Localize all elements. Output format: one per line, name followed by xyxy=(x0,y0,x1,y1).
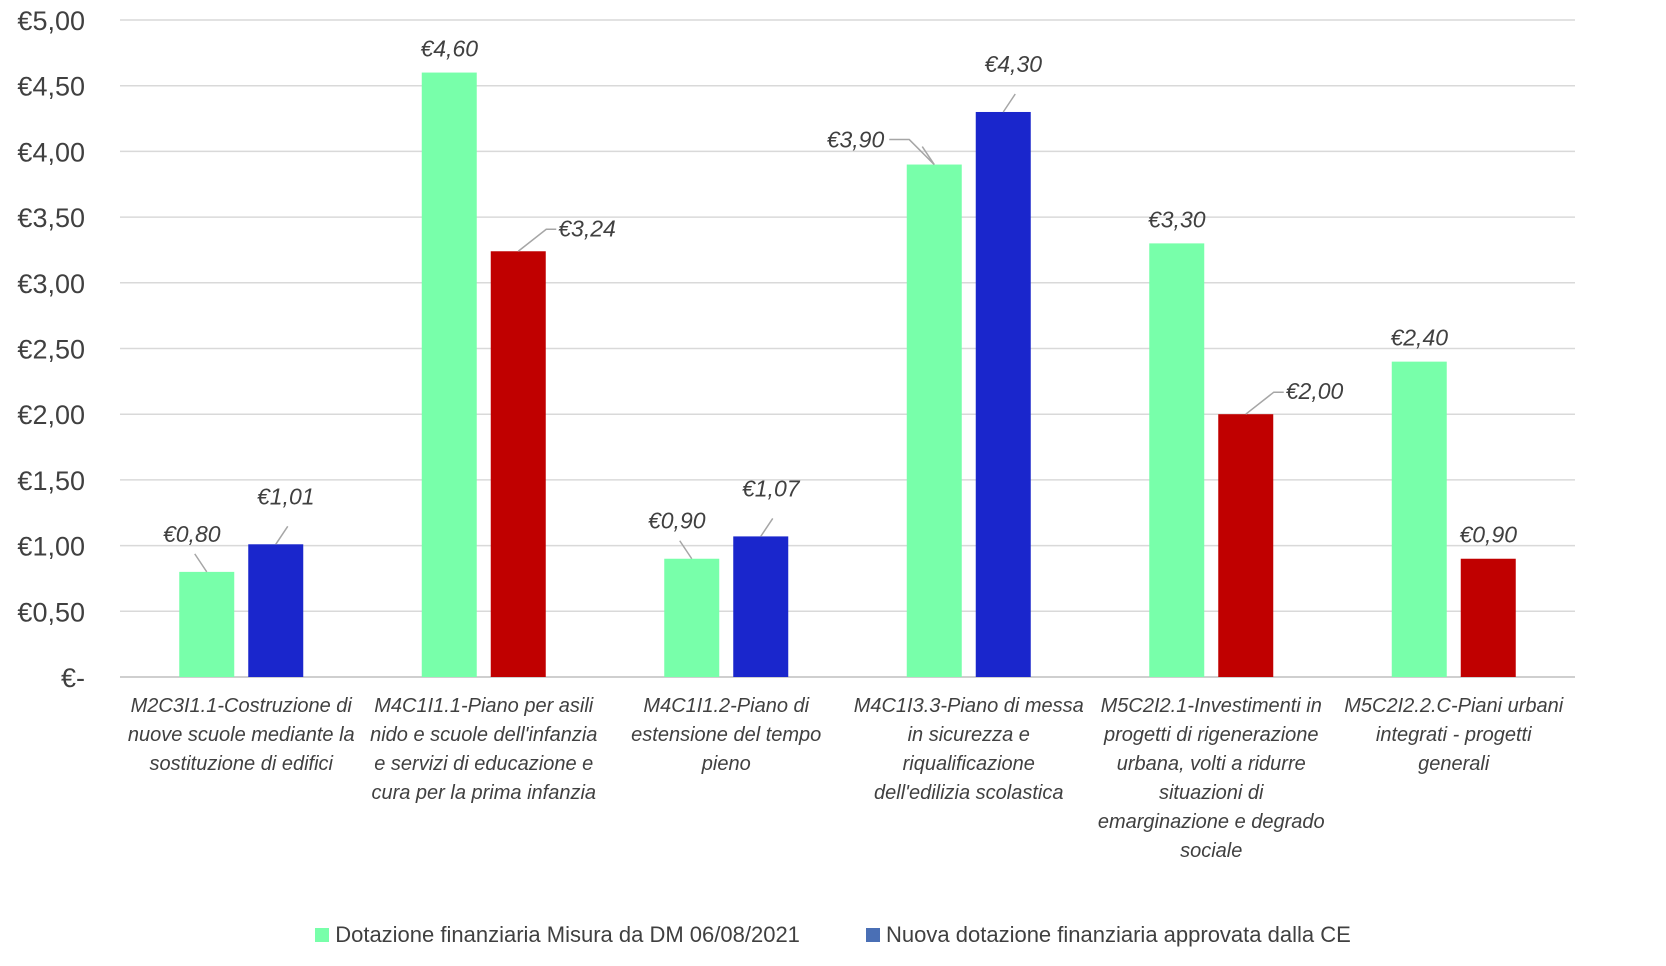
bar-ce xyxy=(975,111,1031,678)
data-label-dm: €3,90 xyxy=(827,127,885,153)
x-axis-category-label-line: integrati - progetti xyxy=(1375,724,1532,746)
y-tick-label: €4,00 xyxy=(17,137,85,167)
bar-ce xyxy=(490,251,546,677)
y-tick-label: €1,50 xyxy=(17,466,85,496)
bar-ce xyxy=(1218,414,1274,677)
x-axis-category-label-line: nido e scuole dell'infanzia xyxy=(370,724,598,746)
data-label-ce: €2,00 xyxy=(1286,378,1344,404)
x-axis-category-label: M5C2I2.1-Investimenti in progetti di rige… xyxy=(1086,692,1336,866)
x-axis-category-label-line: pieno xyxy=(701,753,751,775)
bar-ce xyxy=(733,536,789,677)
x-axis-category-label-line: urbana, volti a ridurre xyxy=(1116,753,1306,775)
data-label-dm: €4,60 xyxy=(420,36,478,62)
x-axis-category-label-line: sociale xyxy=(1180,840,1243,862)
x-axis-category-label-line: in sicurezza e xyxy=(907,724,1030,746)
y-tick-label: €0,50 xyxy=(17,597,85,627)
x-axis-category-label-line: e servizi di educazione e xyxy=(374,753,594,775)
y-tick-label: €- xyxy=(61,663,85,693)
leader-line xyxy=(1002,93,1016,113)
x-axis-category-label-line: progetti di rigenerazione xyxy=(1103,724,1319,746)
legend-swatch-green xyxy=(315,928,330,942)
leader-line xyxy=(679,540,693,560)
legend-item-ce: Nuova dotazione finanziaria approvata da… xyxy=(866,922,1351,948)
legend: Dotazione finanziaria Misura da DM 06/08… xyxy=(0,922,1666,948)
y-tick-label: €5,00 xyxy=(17,6,85,36)
x-axis-category-label-line: M5C2I2.2.C-Piani urbani xyxy=(1344,695,1564,717)
x-axis-category-label-line: sostituzione di edifici xyxy=(149,753,333,775)
y-tick-label: €3,00 xyxy=(17,269,85,299)
leader-line xyxy=(1245,391,1284,415)
bar-dm xyxy=(664,558,720,677)
x-axis-category-label-line: M4C1I1.1-Piano per asili xyxy=(374,695,594,717)
data-label-dm: €0,90 xyxy=(648,508,706,534)
data-label-ce: €1,01 xyxy=(257,483,315,509)
bars xyxy=(179,72,1516,678)
x-axis-category-label: M4C1I1.2-Piano di estensione del tempo pie… xyxy=(601,692,851,779)
x-axis-category-label-line: cura per la prima infanzia xyxy=(371,782,597,804)
legend-item-dm: Dotazione finanziaria Misura da DM 06/08… xyxy=(315,922,800,948)
bar-ce xyxy=(1460,558,1516,677)
x-axis-category-label-line: M4C1I1.2-Piano di xyxy=(643,695,810,717)
bar-dm xyxy=(1149,243,1205,677)
x-axis-category-label: M4C1I3.3-Piano di messa in sicurezza e riq… xyxy=(844,692,1094,808)
data-label-ce: €1,07 xyxy=(742,475,801,501)
legend-label-ce: Nuova dotazione finanziaria approvata da… xyxy=(886,922,1351,947)
x-axis-category-label: M5C2I2.2.C-Piani urbani integrati - proge… xyxy=(1329,692,1579,779)
bar-dm xyxy=(906,164,962,678)
y-tick-label: €2,00 xyxy=(17,400,85,430)
label-leader-lines xyxy=(194,93,1284,573)
bar-ce xyxy=(248,544,304,677)
bar-dm xyxy=(1391,361,1447,677)
data-labels: €0,80 €1,01 €4,60 €3,24 €0,90 €1,07 €3,90 €4,30… xyxy=(163,36,1517,548)
x-axis-category-label-line: M5C2I2.1-Investimenti in xyxy=(1100,695,1322,717)
y-tick-label: €4,50 xyxy=(17,72,85,102)
gridlines xyxy=(120,19,1575,678)
data-label-ce: €0,90 xyxy=(1459,522,1517,548)
leader-line xyxy=(889,138,935,166)
x-axis-category-label-line: estensione del tempo xyxy=(631,724,822,746)
data-label-dm: €2,40 xyxy=(1390,325,1448,351)
x-axis-category-label: M2C3I1.1-Costruzione di nuove scuole medi… xyxy=(116,692,366,779)
legend-label-dm: Dotazione finanziaria Misura da DM 06/08… xyxy=(335,922,800,947)
x-axis-category-label-line: dell'edilizia scolastica xyxy=(874,782,1064,804)
bar-dm xyxy=(179,571,235,677)
x-axis-category-label-line: M2C3I1.1-Costruzione di xyxy=(130,695,352,717)
data-label-ce: €3,24 xyxy=(558,215,616,241)
bar-dm xyxy=(421,72,477,677)
x-axis-category-label-line: riqualificazione xyxy=(902,753,1035,775)
x-axis-category-label: M4C1I1.1-Piano per asili nido e scuole de… xyxy=(359,692,609,808)
legend-swatch-blue xyxy=(866,928,881,942)
data-label-dm: €0,80 xyxy=(163,521,221,547)
x-axis-category-label-line: generali xyxy=(1418,753,1490,775)
leader-line xyxy=(517,228,557,252)
x-axis-category-label-line: emarginazione e degrado xyxy=(1097,811,1325,833)
x-axis-category-label-line: situazioni di xyxy=(1158,782,1264,804)
x-axis-category-label-line: nuove scuole mediante la xyxy=(127,724,355,746)
data-label-ce: €4,30 xyxy=(984,51,1042,77)
x-axis-category-label-line: M4C1I3.3-Piano di messa xyxy=(853,695,1084,717)
y-tick-label: €3,50 xyxy=(17,203,85,233)
leader-line xyxy=(760,517,774,537)
y-tick-label: €2,50 xyxy=(17,335,85,365)
y-axis: €- €0,50 €1,00 €1,50 €2,00 €2,50 €3,00 €3,50 €4,… xyxy=(17,6,85,693)
data-label-dm: €3,30 xyxy=(1148,206,1206,232)
leader-line xyxy=(275,525,289,545)
leader-line xyxy=(194,553,208,573)
y-tick-label: €1,00 xyxy=(17,532,85,562)
